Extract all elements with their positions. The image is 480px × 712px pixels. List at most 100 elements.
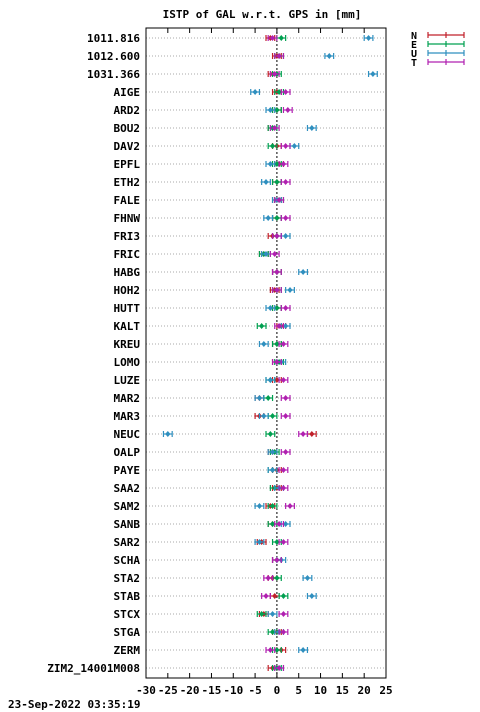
point-e [271, 215, 282, 221]
point-marker [263, 593, 269, 599]
point-marker [267, 107, 273, 113]
point-marker [267, 305, 273, 311]
station-label: EPFL [114, 158, 141, 171]
point-u [302, 575, 313, 581]
point-marker [291, 143, 297, 149]
station-label: ZERM [114, 644, 141, 657]
station-label: ETH2 [114, 176, 141, 189]
x-tick-label: 25 [379, 684, 392, 697]
point-marker [267, 161, 273, 167]
station-label: FHNW [114, 212, 141, 225]
point-t [274, 521, 285, 527]
point-marker [280, 341, 287, 347]
point-e [278, 593, 289, 599]
point-marker [276, 197, 282, 203]
point-marker [269, 35, 276, 41]
point-marker [309, 593, 315, 599]
point-marker [265, 395, 271, 401]
point-marker [283, 395, 289, 401]
x-tick-label: -5 [248, 684, 261, 697]
point-t [278, 485, 289, 491]
point-t [269, 71, 280, 77]
station-label: MAR2 [114, 392, 141, 405]
point-marker [274, 377, 280, 383]
point-u [289, 143, 300, 149]
x-tick-label: 5 [295, 684, 302, 697]
point-marker [276, 89, 282, 95]
station-label: ARD2 [114, 104, 141, 117]
point-marker [274, 575, 280, 581]
point-e [256, 323, 267, 329]
point-u [258, 341, 269, 347]
x-tick-label: -15 [202, 684, 222, 697]
legend-label: N [411, 31, 417, 42]
point-marker [280, 593, 287, 599]
point-marker [283, 233, 289, 239]
point-marker [274, 305, 280, 311]
point-marker [256, 539, 263, 545]
station-label: SANB [114, 518, 141, 531]
point-marker [287, 503, 293, 509]
point-t [271, 233, 282, 239]
station-label: 1011.816 [87, 32, 140, 45]
point-marker [300, 647, 306, 653]
point-marker [265, 575, 271, 581]
point-marker [280, 161, 287, 167]
point-u [265, 377, 276, 383]
point-t [263, 575, 274, 581]
point-marker [261, 413, 267, 419]
station-label: STGA [114, 626, 141, 639]
x-tick-label: 20 [358, 684, 371, 697]
point-marker [269, 611, 276, 617]
point-marker [263, 251, 269, 257]
point-marker [276, 323, 282, 329]
point-u [298, 269, 309, 275]
point-u [324, 53, 335, 59]
point-marker [274, 287, 280, 293]
legend-label: E [411, 40, 417, 51]
x-tick-label: -10 [223, 684, 243, 697]
station-label: OALP [114, 446, 141, 459]
point-marker [276, 665, 282, 671]
plot-frame [145, 27, 387, 679]
station-label: HOH2 [114, 284, 141, 297]
point-marker [267, 377, 273, 383]
grid-layer [146, 37, 386, 669]
point-u [306, 593, 317, 599]
point-marker [274, 215, 280, 221]
point-u [261, 251, 271, 257]
point-t [267, 35, 278, 41]
point-e [267, 503, 278, 509]
point-t [298, 431, 309, 437]
point-marker [252, 89, 258, 95]
point-n [269, 593, 280, 599]
point-marker [274, 557, 280, 563]
station-label: FRI3 [114, 230, 141, 243]
point-marker [283, 323, 289, 329]
point-u [306, 125, 317, 131]
point-marker [280, 539, 287, 545]
point-t [280, 179, 291, 185]
station-label: SAM2 [114, 500, 141, 513]
x-tick-label: 0 [274, 684, 281, 697]
station-label: BOU2 [114, 122, 141, 135]
point-marker [274, 647, 280, 653]
point-marker [263, 179, 269, 185]
point-t [261, 593, 271, 599]
point-t [278, 629, 289, 635]
point-t [280, 143, 291, 149]
point-u [267, 449, 278, 455]
point-n [306, 431, 317, 437]
point-marker [272, 71, 278, 77]
point-u [298, 647, 309, 653]
point-marker [276, 53, 282, 59]
point-marker [304, 575, 311, 581]
x-tick-label: -20 [180, 684, 200, 697]
point-u [285, 287, 295, 293]
point-t [274, 665, 285, 671]
point-marker [309, 431, 315, 437]
point-t [278, 377, 289, 383]
timestamp: 23-Sep-2022 03:35:19 [8, 698, 140, 711]
point-e [263, 395, 274, 401]
